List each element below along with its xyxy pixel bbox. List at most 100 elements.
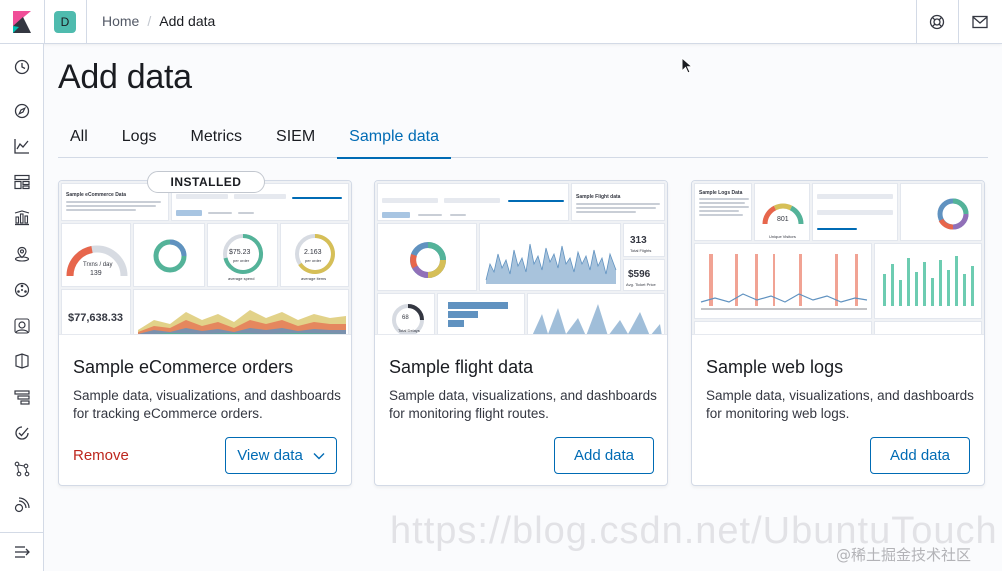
tab-siem[interactable]: SIEM [276, 128, 316, 145]
flight-sample-card: Sample Flight data 313 Total Flights [374, 180, 668, 486]
preview-controls-panel [812, 183, 898, 241]
tab-metrics[interactable]: Metrics [190, 128, 243, 145]
mouse-cursor-icon [681, 57, 693, 74]
tab-all[interactable]: All [70, 128, 88, 145]
uptime-icon[interactable] [11, 422, 33, 444]
newsfeed-mail-icon[interactable] [969, 11, 991, 33]
kibana-logo[interactable] [0, 0, 44, 44]
preview-donut-panel [133, 223, 205, 287]
logs-icon[interactable] [11, 350, 33, 372]
preview-markdown-panel: Sample Logs Data [694, 183, 752, 241]
preview-controls-panel [377, 183, 569, 221]
kibana-logo-icon [13, 11, 31, 33]
preview-avg-spend: average spend [228, 276, 255, 281]
preview-total-flights-panel: 313 Total Flights [623, 223, 665, 257]
machine-learning-icon[interactable] [11, 279, 33, 301]
preview-visitors-label: Unique Visitors [769, 234, 796, 239]
preview-gauge-panel: Trxns / day 139 [61, 223, 131, 287]
preview-avg-price-panel: $596 Avg. Ticket Price [623, 259, 665, 291]
canvas-icon[interactable] [11, 207, 33, 229]
preview-revenue-panel: $77,638.33 [61, 289, 131, 334]
preview-avg-qty-panel: 2.163 per order average items [280, 223, 349, 287]
tab-logs[interactable]: Logs [121, 128, 157, 145]
top-header: D Home / Add data [0, 0, 1002, 44]
preview-title: Sample Logs Data [699, 190, 743, 196]
apm-icon[interactable] [11, 386, 33, 408]
preview-avg-ticket-price-label: Avg. Ticket Price [626, 282, 656, 287]
breadcrumb-separator: / [147, 13, 152, 29]
card-description: Sample data, visualizations, and dashboa… [73, 388, 341, 421]
weblogs-dashboard-preview: Sample Logs Data 801 Unique Visitors [692, 181, 984, 335]
nav-divider [0, 532, 44, 533]
card-title: Sample flight data [389, 357, 534, 377]
preview-title: Sample eCommerce Data [66, 192, 127, 198]
header-divider [44, 0, 45, 44]
header-divider [958, 0, 959, 44]
preview-title: Sample Flight data [576, 194, 621, 200]
space-avatar[interactable]: D [54, 11, 76, 33]
side-navigation [0, 44, 44, 571]
preview-avg-ticket-price: $596 [628, 269, 651, 280]
visualize-chart-icon[interactable] [11, 135, 33, 157]
preview-avg-qty-sub: per order [305, 258, 322, 263]
graph-icon[interactable] [11, 458, 33, 480]
preview-gauge-label: Trxns / day [83, 262, 113, 268]
card-description: Sample data, visualizations, and dashboa… [706, 388, 974, 421]
preview-bottom-panel [874, 321, 982, 334]
maps-icon[interactable] [11, 243, 33, 265]
header-divider [916, 0, 917, 44]
card-title: Sample eCommerce orders [73, 357, 294, 377]
collapse-nav-icon[interactable] [11, 541, 33, 563]
add-data-button[interactable]: Add data [870, 437, 970, 474]
ecommerce-sample-card: INSTALLED Sample eCommerce Data Trxns / … [58, 171, 352, 486]
preview-revenue: $77,638.33 [68, 312, 124, 324]
preview-bottom-panel [694, 321, 872, 334]
preview-area-chart-panel [133, 289, 349, 334]
preview-bar-chart-panel [437, 293, 525, 334]
tab-sample-data[interactable]: Sample data [337, 118, 451, 159]
credit-watermark: @稀土掘金技术社区 [836, 546, 972, 564]
url-watermark: https://blog.csdn.net/UbuntuTouch [390, 510, 998, 552]
flight-dashboard-preview: Sample Flight data 313 Total Flights [375, 181, 667, 335]
header-divider [86, 0, 87, 44]
preview-avg-qty: 2.163 [304, 249, 322, 256]
infrastructure-icon[interactable] [11, 315, 33, 337]
preview-area-chart-panel [527, 293, 665, 334]
preview-delays-label: Total Delays [398, 328, 420, 333]
preview-avg-price: $75.23 [229, 249, 251, 256]
view-data-label: View data [237, 447, 303, 464]
ecommerce-dashboard-preview: Sample eCommerce Data Trxns / day 139 [59, 181, 351, 335]
preview-gauge-value: 139 [90, 270, 102, 277]
tab-bar: All Logs Metrics SIEM Sample data [58, 118, 988, 159]
remove-sample-data-link[interactable]: Remove [73, 447, 129, 464]
recently-viewed-clock-icon[interactable] [11, 56, 33, 78]
weblogs-sample-card: Sample Logs Data 801 Unique Visitors [691, 180, 985, 486]
help-icon[interactable] [926, 11, 948, 33]
siem-icon[interactable] [11, 494, 33, 516]
preview-line-chart-panel [479, 223, 621, 291]
add-data-button[interactable]: Add data [554, 437, 654, 474]
preview-total-flights: 313 [630, 235, 647, 246]
preview-gauge-panel: 801 Unique Visitors [754, 183, 810, 241]
dashboard-icon[interactable] [11, 171, 33, 193]
chevron-down-icon [313, 452, 325, 459]
preview-avg-items: average items [301, 276, 327, 281]
card-description: Sample data, visualizations, and dashboa… [389, 388, 657, 421]
preview-avg-price-panel: $75.23 per order average spend [207, 223, 278, 287]
preview-total-flights-label: Total Flights [630, 248, 652, 253]
preview-delays: 68 [402, 315, 409, 321]
preview-avg-price-sub: per order [233, 258, 250, 263]
preview-response-chart-panel [694, 243, 872, 319]
card-title: Sample web logs [706, 357, 844, 377]
preview-delays-panel: 68 Total Delays [377, 293, 435, 334]
discover-compass-icon[interactable] [11, 100, 33, 122]
preview-visitors-chart-panel [874, 243, 982, 319]
page-title: Add data [58, 58, 192, 96]
preview-donut-panel [900, 183, 982, 241]
view-data-button[interactable]: View data [225, 437, 337, 474]
breadcrumb-current: Add data [159, 13, 216, 29]
preview-markdown-panel: Sample Flight data [571, 183, 665, 221]
breadcrumb-home[interactable]: Home [102, 13, 140, 29]
preview-visitors: 801 [777, 216, 789, 223]
preview-donut-panel [377, 223, 477, 291]
